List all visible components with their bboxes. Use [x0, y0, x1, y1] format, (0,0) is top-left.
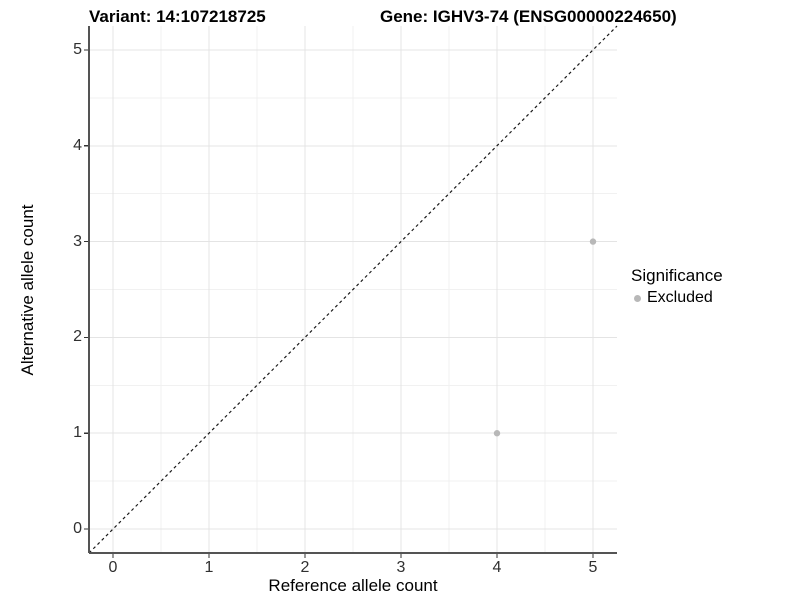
y-axis-title: Alternative allele count: [18, 204, 37, 376]
x-tick-label: 5: [588, 559, 598, 576]
y-tick-label: 1: [73, 424, 82, 442]
x-tick-label: 2: [300, 559, 310, 576]
identity-dashed-line: [88, 25, 618, 554]
plot-title-variant: Variant: 14:107218725: [89, 7, 266, 26]
x-tick-label: 3: [396, 559, 406, 576]
data-point: [589, 238, 597, 245]
y-tick-label: 2: [73, 328, 82, 346]
legend: Significance Excluded: [631, 266, 723, 307]
x-tick-label: 1: [204, 559, 214, 576]
legend-title: Significance: [631, 266, 723, 285]
legend-key-point-icon: [634, 294, 641, 302]
x-tick-label: 4: [492, 559, 502, 576]
y-tick-label: 3: [73, 232, 82, 250]
legend-item: Excluded: [631, 289, 723, 307]
x-tick-label: 0: [108, 559, 118, 576]
x-axis-title: Reference allele count: [268, 576, 438, 595]
data-point: [493, 430, 501, 437]
plot-title-gene: Gene: IGHV3-74 (ENSG00000224650): [380, 7, 677, 26]
y-tick-label: 0: [73, 520, 82, 538]
y-tick-label: 5: [73, 40, 82, 58]
legend-item-label: Excluded: [647, 289, 713, 306]
y-tick-label: 4: [73, 136, 82, 154]
